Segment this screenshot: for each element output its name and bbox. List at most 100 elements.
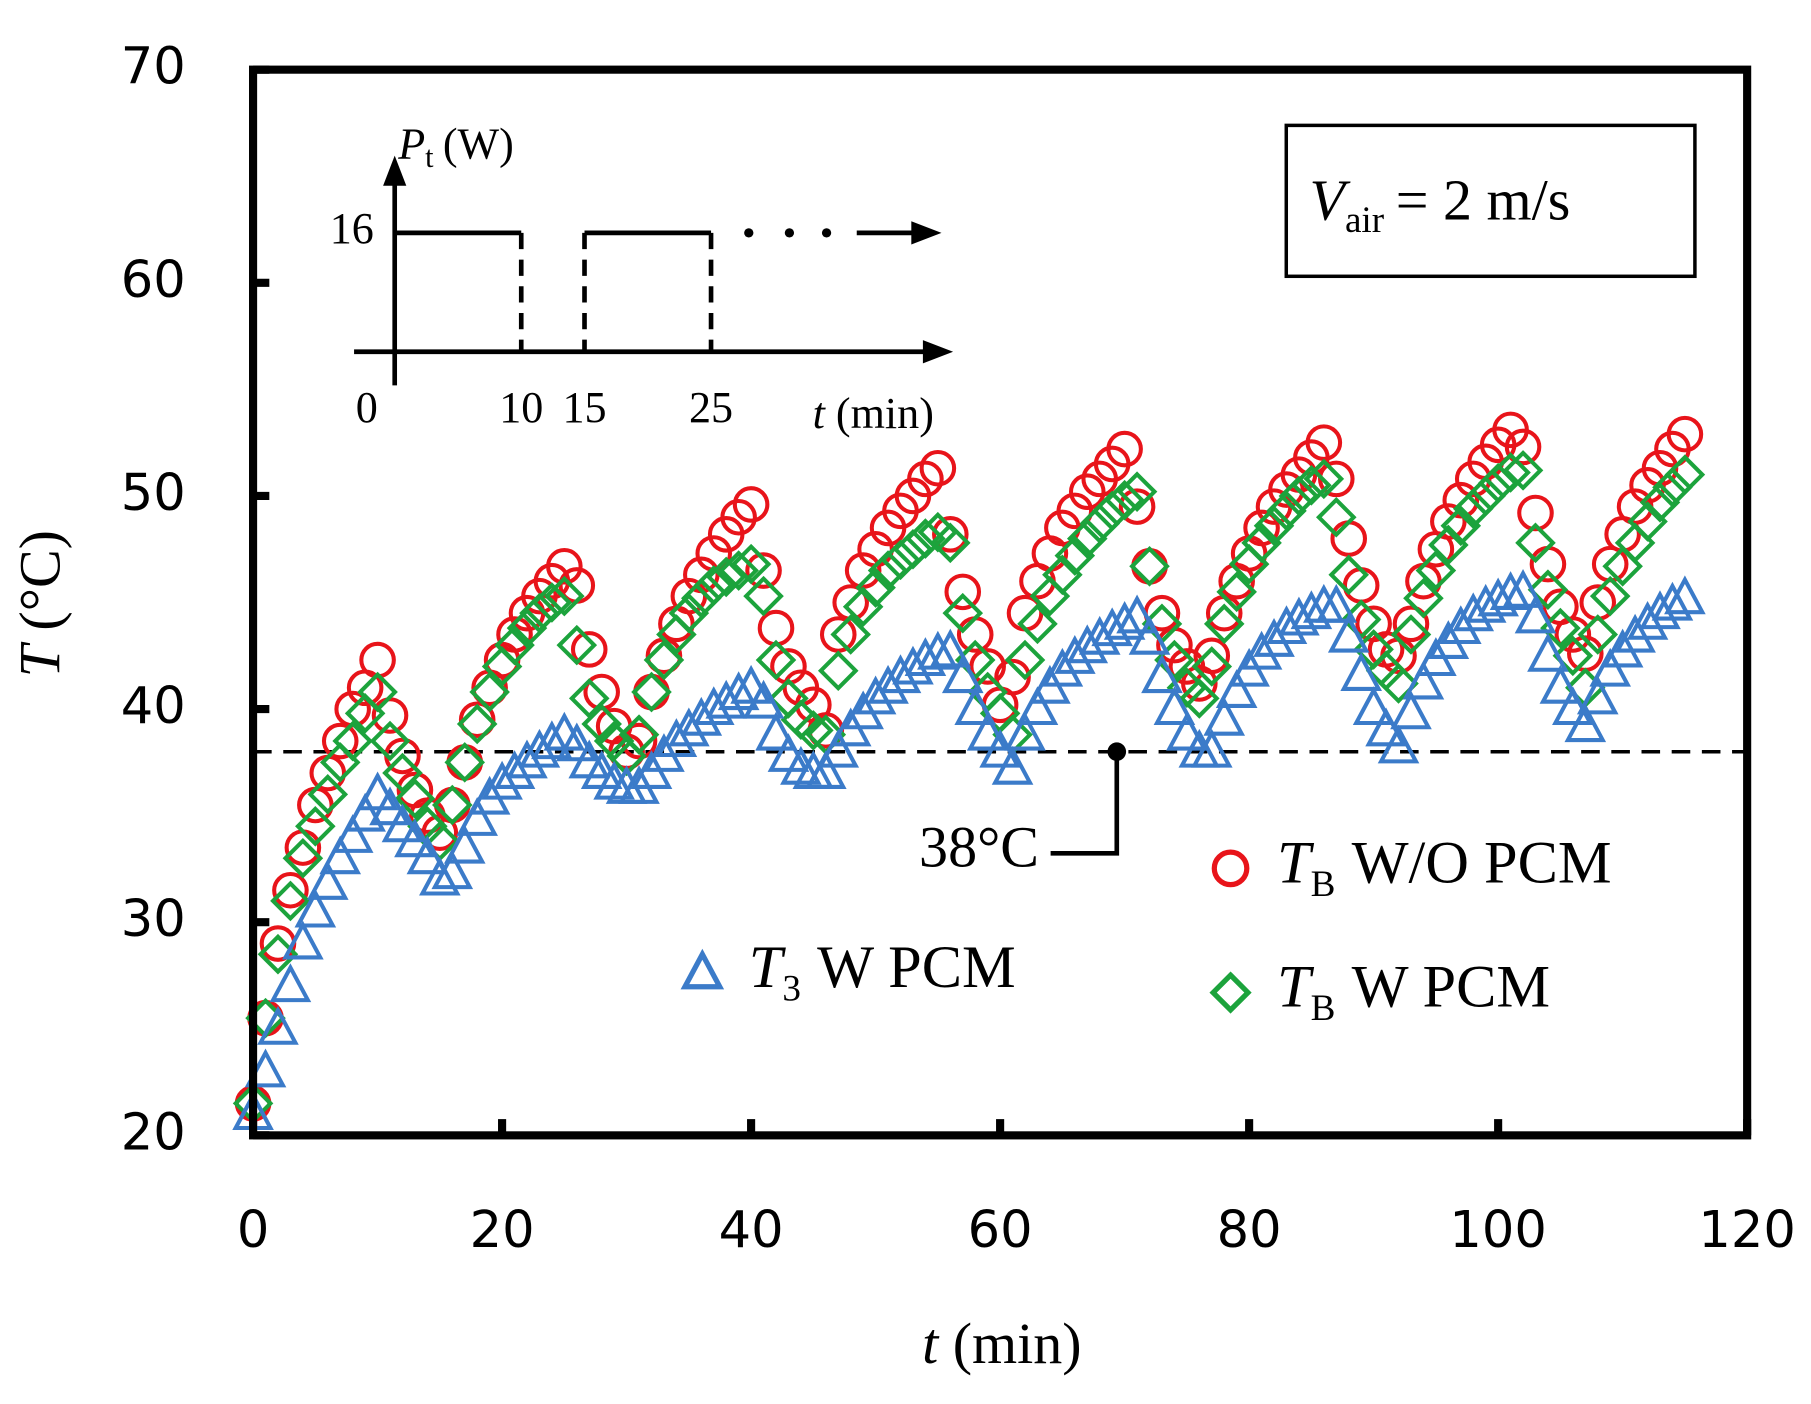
marker-circle (969, 648, 1006, 685)
marker-diamond (270, 880, 311, 922)
marker-diamond (1017, 603, 1058, 645)
marker-triangle (1166, 711, 1208, 751)
marker-diamond (1403, 577, 1444, 619)
marker-diamond (1465, 475, 1506, 517)
marker-triangle (1539, 664, 1582, 704)
marker-diamond (1116, 471, 1158, 512)
marker-triangle (1240, 630, 1283, 670)
marker-triangle (1290, 590, 1333, 630)
marker-diamond (793, 710, 834, 751)
inset-x-tick-label: 0 (356, 383, 378, 432)
marker-triangle (1327, 613, 1370, 653)
marker-triangle (954, 686, 997, 726)
marker-diamond (643, 639, 685, 681)
marker-triangle (929, 628, 972, 668)
inset-x-label: t (min) (813, 389, 934, 438)
marker-diamond (1664, 454, 1706, 495)
marker-diamond (1390, 614, 1432, 655)
inset-x-unit: (min) (836, 389, 934, 438)
marker-triangle (668, 707, 710, 747)
marker-circle (732, 486, 770, 523)
marker-diamond (544, 575, 585, 617)
y-axis-label: T (°C) (8, 530, 73, 677)
marker-circle (1392, 605, 1430, 643)
marker-triangle (742, 679, 785, 719)
annotation-sub: air (1345, 199, 1385, 240)
marker-circle (819, 616, 857, 653)
marker-circle (1529, 545, 1567, 583)
inset-y-symbol: P (397, 120, 425, 169)
y-axis-unit: (°C) (8, 530, 73, 631)
marker-triangle (1041, 647, 1084, 687)
marker-diamond (743, 575, 784, 617)
marker-circle (309, 754, 347, 792)
marker-triangle (1589, 647, 1632, 687)
x-tick-label: 40 (719, 1201, 784, 1260)
marker-diamond (1378, 663, 1419, 704)
marker-diamond (1303, 458, 1345, 500)
marker-diamond (1066, 518, 1108, 559)
legend-symbol: T (1277, 829, 1315, 896)
marker-circle (496, 616, 533, 653)
marker-triangle (493, 750, 536, 789)
marker-diamond (1203, 603, 1245, 645)
marker-triangle (506, 739, 548, 779)
marker-circle (546, 547, 583, 585)
marker-diamond (1328, 554, 1370, 596)
marker-triangle (904, 637, 947, 677)
marker-diamond (905, 518, 946, 559)
marker-diamond (1209, 971, 1252, 1014)
marker-diamond (1004, 639, 1046, 681)
marker-triangle (655, 718, 698, 758)
x-tick-label: 20 (470, 1201, 535, 1260)
legend-entry: TB W PCM (1277, 953, 1550, 1028)
marker-diamond (618, 714, 660, 755)
marker-circle (1517, 494, 1554, 532)
y-tick-label: 70 (121, 38, 186, 97)
marker-diamond (519, 592, 560, 634)
marker-diamond (1079, 503, 1121, 544)
marker-diamond (817, 650, 859, 692)
marker-triangle (1340, 652, 1382, 691)
y-axis-symbol: T (8, 641, 73, 677)
marker-diamond (1652, 467, 1693, 508)
inset-y-unit: (W) (443, 120, 514, 169)
marker-triangle (1626, 600, 1669, 640)
marker-triangle (1141, 654, 1183, 694)
marker-circle (1666, 415, 1704, 453)
inset-y-arrow (383, 155, 407, 186)
marker-triangle (344, 792, 386, 832)
marker-circle (1504, 428, 1542, 466)
marker-diamond (668, 592, 710, 634)
annotation-symbol: V (1309, 168, 1351, 233)
annotation-text: = 2 m/s (1396, 168, 1571, 233)
marker-triangle (1315, 583, 1358, 623)
marker-triangle (717, 671, 760, 711)
legend-name: W PCM (817, 934, 1015, 1001)
marker-diamond (930, 522, 971, 564)
marker-triangle (1016, 686, 1059, 726)
marker-diamond (1415, 550, 1457, 591)
marker-diamond (1291, 464, 1332, 506)
marker-diamond (1091, 490, 1133, 532)
marker-diamond (755, 639, 797, 681)
marker-circle (570, 631, 608, 668)
marker-circle (1193, 637, 1231, 675)
marker-triangle (755, 711, 797, 751)
y-tick-label: 50 (121, 464, 186, 523)
marker-diamond (1577, 614, 1619, 655)
marker-diamond (581, 703, 622, 745)
marker-triangle (1564, 703, 1607, 743)
inset-x-tick-label: 10 (499, 383, 543, 432)
marker-triangle (917, 630, 959, 670)
marker-triangle (1514, 594, 1557, 634)
legend-sub: B (1311, 863, 1336, 904)
marker-triangle (1377, 724, 1420, 764)
marker-triangle (1502, 568, 1544, 608)
annotation-box (1284, 123, 1697, 279)
marker-triangle (381, 803, 424, 843)
marker-circle (1118, 488, 1156, 525)
marker-triangle (854, 675, 897, 715)
marker-circle (944, 573, 982, 611)
marker-diamond (1515, 522, 1556, 564)
